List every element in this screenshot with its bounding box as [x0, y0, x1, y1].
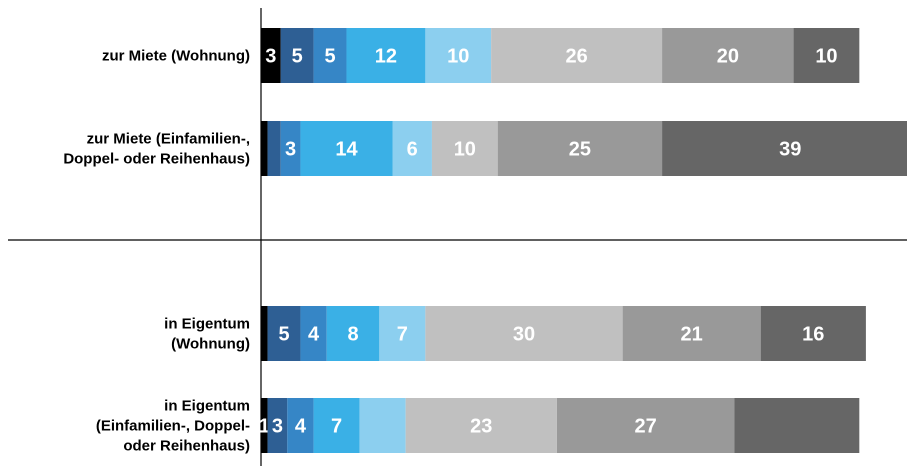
category-label: (Einfamilien-, Doppel- — [96, 418, 250, 435]
data-label: 3 — [285, 139, 296, 161]
bar-segment — [326, 306, 380, 361]
bar-segment — [793, 28, 860, 83]
category-label: zur Miete (Wohnung) — [102, 48, 250, 65]
data-label: 4 — [295, 416, 307, 438]
bar-segment — [359, 398, 406, 453]
bar-segment — [280, 121, 301, 176]
data-label: 39 — [779, 139, 801, 161]
data-label: 8 — [347, 324, 358, 346]
data-label: 14 — [335, 139, 358, 161]
data-label: 23 — [470, 416, 492, 438]
bar-segment — [280, 28, 314, 83]
category-label: (Wohnung) — [171, 336, 250, 353]
bar-segment — [300, 306, 327, 361]
bar-segment — [425, 306, 623, 361]
bar-segment — [267, 121, 281, 176]
bar-segment — [267, 398, 288, 453]
bar-segment — [261, 398, 268, 453]
data-label: 7 — [331, 416, 342, 438]
bar-segment — [622, 306, 761, 361]
bar-segment — [261, 121, 268, 176]
bar-segment — [662, 121, 907, 176]
bar-segment — [491, 28, 663, 83]
data-label: 12 — [375, 46, 397, 68]
category-label: oder Reihenhaus) — [123, 438, 250, 455]
data-label: 10 — [447, 46, 469, 68]
data-label: 25 — [569, 139, 591, 161]
data-label: 4 — [308, 324, 320, 346]
data-label: 30 — [513, 324, 535, 346]
data-label: 3 — [265, 46, 276, 68]
bar-segment — [313, 28, 347, 83]
category-label: in Eigentum — [164, 398, 250, 415]
bar-segment — [379, 306, 426, 361]
bar-segment — [431, 121, 498, 176]
data-label: 5 — [278, 324, 289, 346]
bar-segment — [300, 121, 393, 176]
category-label: in Eigentum — [164, 316, 250, 333]
category-label: Doppel- oder Reihenhaus) — [63, 151, 250, 168]
data-label: 7 — [397, 324, 408, 346]
data-label: 10 — [815, 46, 837, 68]
bar-segment — [497, 121, 663, 176]
data-label: 5 — [324, 46, 335, 68]
data-label: 16 — [802, 324, 824, 346]
data-label: 27 — [635, 416, 657, 438]
bar-segment — [556, 398, 735, 453]
bar-segment — [392, 121, 432, 176]
data-label: 21 — [681, 324, 703, 346]
data-label: 1 — [259, 416, 270, 438]
bar-segment — [760, 306, 866, 361]
bars-group: 3 5 5 12 10 26 20 103 14 6 10 25 395 4 8 7 30 21 161 3 4 7 23 2… — [259, 28, 907, 453]
bar-segment — [313, 398, 360, 453]
data-label: 26 — [565, 46, 587, 68]
bar-segment — [346, 28, 426, 83]
data-label: 6 — [407, 139, 418, 161]
category-label: zur Miete (Einfamilien-, — [87, 131, 250, 148]
category-labels-group: zur Miete (Wohnung) zur Miete (Einfamilie… — [63, 48, 250, 455]
bar-segment — [287, 398, 314, 453]
bar-segment — [405, 398, 557, 453]
bar-segment — [267, 306, 301, 361]
data-label: 20 — [717, 46, 739, 68]
bar-segment — [425, 28, 492, 83]
bar-segment — [261, 28, 281, 83]
data-label: 10 — [454, 139, 476, 161]
bar-segment — [662, 28, 794, 83]
bar-segment — [734, 398, 860, 453]
bar-segment — [261, 306, 268, 361]
data-label: 5 — [292, 46, 303, 68]
data-label: 3 — [272, 416, 283, 438]
